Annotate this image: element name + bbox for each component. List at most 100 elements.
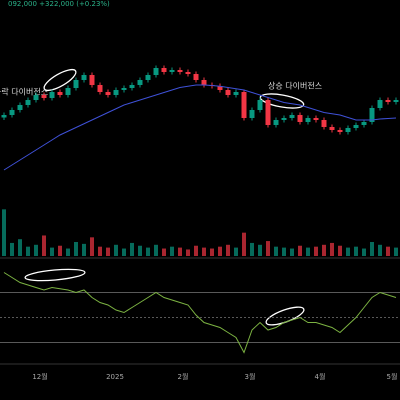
volume-bar	[250, 242, 254, 256]
volume-bar	[50, 247, 54, 256]
volume-bar	[186, 249, 190, 256]
volume-bar	[26, 246, 30, 256]
volume-bar	[346, 247, 350, 256]
volume-bar	[66, 248, 70, 256]
x-tick-label: 12월	[32, 372, 47, 381]
candle-body	[345, 128, 351, 132]
candle-body	[169, 70, 175, 72]
candle-body	[1, 115, 7, 118]
candle-body	[249, 110, 255, 118]
candle-body	[137, 80, 143, 85]
candle-body	[337, 130, 343, 132]
candle-body	[281, 118, 287, 120]
candle-body	[393, 100, 399, 102]
candle-body	[105, 92, 111, 95]
candle-body	[225, 90, 231, 95]
candle-body	[153, 68, 159, 75]
volume-bar	[242, 232, 246, 256]
volume-bar	[322, 244, 326, 256]
moving-average	[3, 84, 397, 171]
volume-bar	[202, 247, 206, 256]
candle-body	[297, 115, 303, 122]
volume-bar	[282, 247, 286, 256]
volume-bar	[106, 247, 110, 256]
candle-body	[257, 100, 263, 110]
candle-body	[217, 86, 223, 90]
annotation-circle	[265, 306, 305, 326]
candle-body	[361, 122, 367, 125]
candle-body	[121, 88, 127, 90]
volume-bar	[354, 246, 358, 256]
volume-bar	[298, 245, 302, 256]
volume-bar	[146, 247, 150, 256]
candle-body	[113, 90, 119, 95]
volume-bar	[266, 241, 270, 256]
volume-bar	[154, 244, 158, 256]
header: 092,000 +322,000 (+0.23%)	[8, 0, 110, 8]
x-tick-label: 2025	[106, 373, 124, 381]
volume-bar	[394, 247, 398, 256]
volume-bar	[378, 244, 382, 256]
volume-bar	[210, 248, 214, 256]
candle-body	[145, 75, 151, 80]
volume-bar	[82, 243, 86, 256]
annotation-circle	[259, 93, 305, 109]
volume-bar	[130, 242, 134, 256]
volume-bar	[218, 246, 222, 256]
volume-bar	[58, 245, 62, 256]
volume-bar	[170, 246, 174, 256]
volume-bar	[330, 242, 334, 256]
candle-body	[265, 100, 271, 125]
candle-body	[177, 70, 183, 72]
volume-bar	[370, 242, 374, 256]
volume-bar	[18, 239, 22, 256]
volume-bar	[42, 235, 46, 256]
volume-bar	[2, 209, 6, 256]
candle-body	[25, 100, 31, 105]
x-tick-label: 3월	[245, 372, 256, 381]
x-tick-label: 5월	[387, 372, 398, 381]
candle-body	[233, 92, 239, 95]
annotation-circle	[43, 68, 77, 92]
volume-bar	[226, 244, 230, 256]
candle-body	[57, 92, 63, 95]
candle-body	[321, 120, 327, 127]
candle-body	[273, 120, 279, 125]
candle-body	[65, 88, 71, 95]
candle-body	[9, 110, 15, 115]
candle-body	[41, 95, 47, 98]
candle-body	[289, 115, 295, 118]
candle-body	[201, 80, 207, 85]
volume-bar	[194, 245, 198, 256]
volume-bar	[274, 246, 278, 256]
volume-bar	[258, 244, 262, 256]
candle-body	[81, 75, 87, 80]
candle-body	[305, 118, 311, 122]
volume-bar	[306, 247, 310, 256]
candle-body	[161, 68, 167, 72]
volume-bar	[138, 245, 142, 256]
rsi-line	[3, 272, 397, 354]
volume-bar	[10, 242, 14, 256]
volume-bar	[74, 242, 78, 256]
volume-bar	[234, 247, 238, 256]
annotation: 상승 다이버전스	[268, 81, 322, 91]
annotation-circle	[24, 268, 86, 282]
volume-bar	[362, 248, 366, 256]
candle-body	[185, 72, 191, 74]
candle-body	[377, 100, 383, 108]
volume-bar	[290, 248, 294, 256]
candle-body	[73, 80, 79, 88]
volume-bar	[162, 248, 166, 256]
candle-body	[385, 100, 391, 102]
candle-body	[129, 85, 135, 88]
volume-bar	[178, 247, 182, 256]
volume-bar	[338, 245, 342, 256]
volume-bar	[34, 244, 38, 256]
candle-body	[241, 92, 247, 118]
x-tick-label: 4월	[315, 372, 326, 381]
candle-body	[193, 74, 199, 80]
candle-body	[97, 85, 103, 92]
volume-bar	[98, 246, 102, 256]
